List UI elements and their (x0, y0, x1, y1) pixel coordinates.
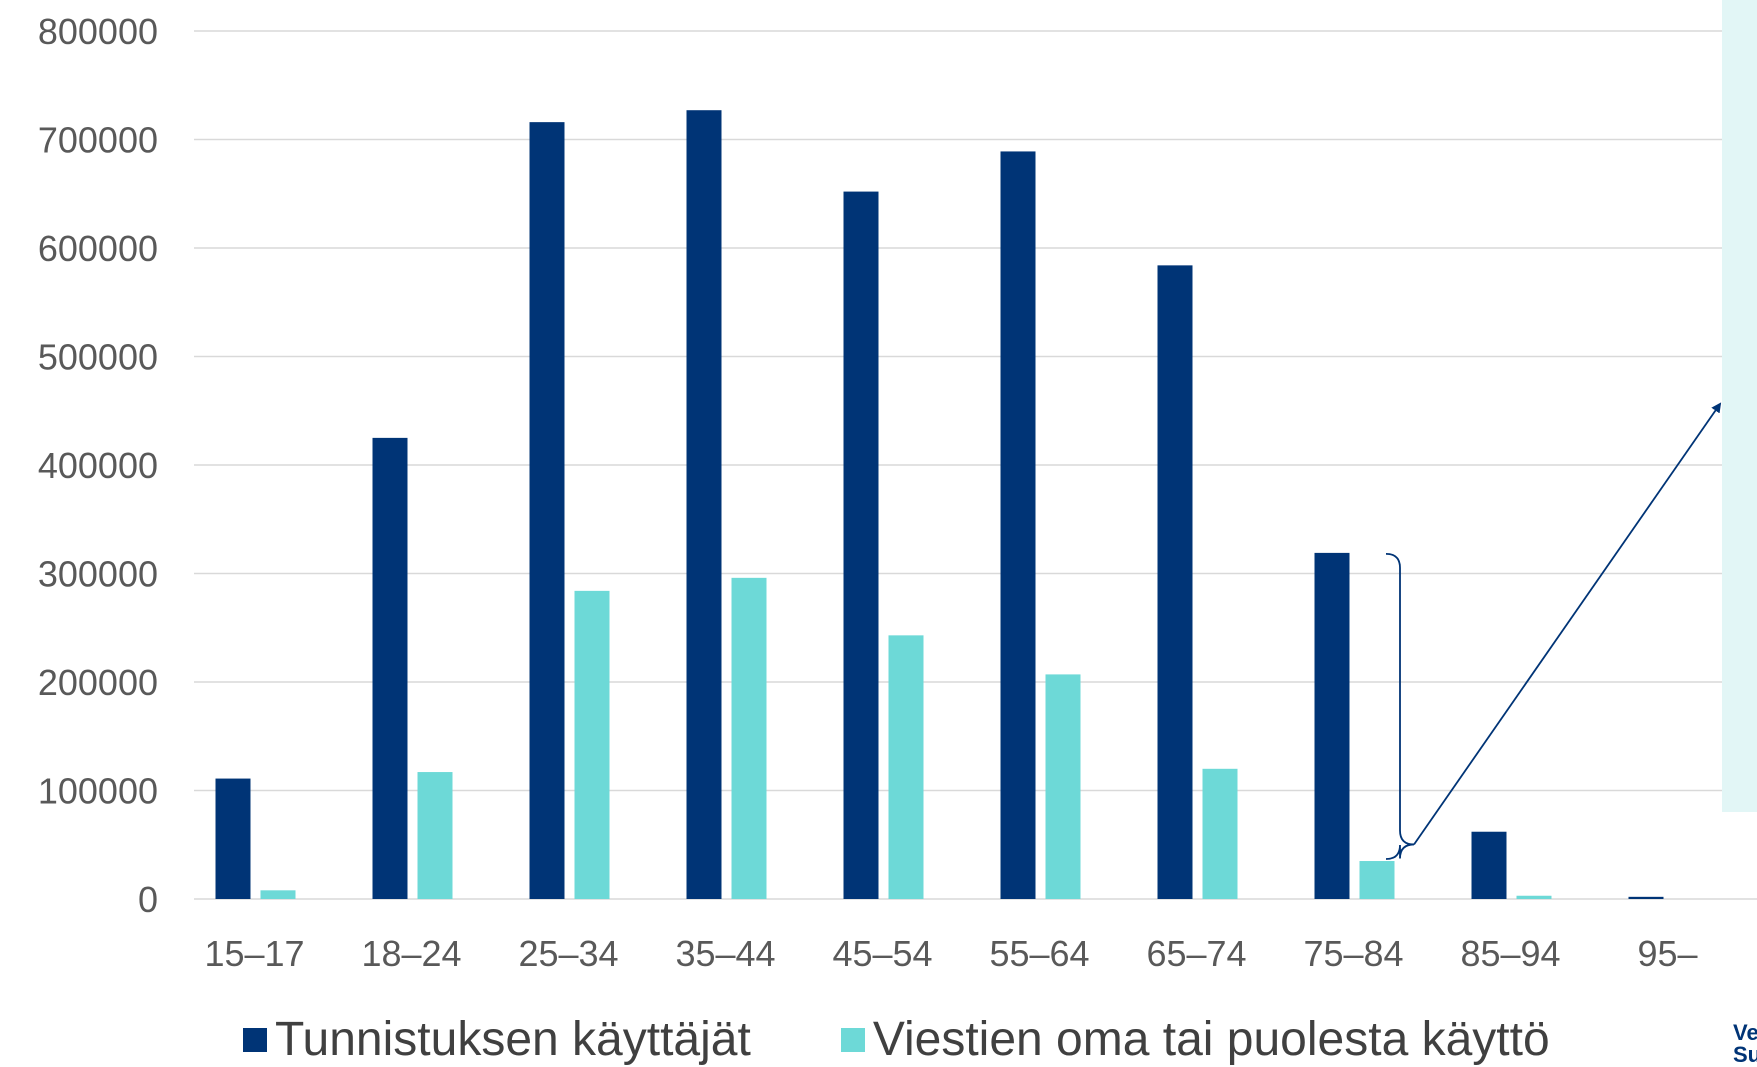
legend-label-series-2: Viestien oma tai puolesta käyttö (872, 1013, 1550, 1066)
x-tick-label: 25–34 (518, 933, 618, 974)
bar-tunnistus (529, 122, 565, 899)
legend-item-series-1: Tunnistuksen käyttäjät (243, 1012, 751, 1067)
y-tick-label: 0 (138, 879, 158, 920)
corner-note: Ve Su (1733, 1022, 1757, 1067)
bar-viestit (1516, 895, 1552, 899)
y-tick-label: 100000 (38, 771, 158, 812)
x-tick-label: 85–94 (1460, 933, 1560, 974)
x-tick-label: 18–24 (361, 933, 461, 974)
bar-viestit (574, 590, 610, 899)
x-tick-label: 55–64 (989, 933, 1089, 974)
chart-legend: Tunnistuksen käyttäjät Viestien oma tai … (243, 1012, 1640, 1067)
bar-tunnistus (372, 437, 408, 899)
legend-swatch-series-1 (243, 1027, 267, 1052)
annotation-bracket (1385, 552, 1415, 860)
x-tick-label: 75–84 (1303, 933, 1403, 974)
legend-swatch-series-2 (840, 1027, 865, 1052)
y-tick-label: 600000 (38, 228, 158, 269)
legend-item-series-2: Viestien oma tai puolesta käyttö (840, 1012, 1550, 1067)
y-tick-label: 800000 (38, 11, 158, 52)
bar-viestit (260, 890, 296, 899)
y-tick-label: 700000 (38, 120, 158, 161)
bar-tunnistus (1628, 896, 1664, 899)
bar-viestit (731, 577, 767, 899)
y-tick-label: 200000 (38, 662, 158, 703)
x-tick-label: 15–17 (204, 933, 304, 974)
y-tick-label: 300000 (38, 554, 158, 595)
bar-tunnistus (1000, 151, 1036, 899)
bar-viestit (1202, 768, 1238, 899)
bar-tunnistus (1157, 265, 1193, 899)
annotation-arrow (1413, 402, 1722, 845)
bar-tunnistus (686, 110, 722, 899)
y-tick-label: 400000 (38, 445, 158, 486)
bar-viestit (1045, 674, 1081, 899)
y-tick-label: 500000 (38, 337, 158, 378)
bar-tunnistus (215, 778, 251, 899)
bar-viestit (888, 635, 924, 899)
bar-tunnistus (1314, 552, 1350, 899)
x-tick-label: 95– (1637, 933, 1697, 974)
legend-label-series-1: Tunnistuksen käyttäjät (275, 1013, 751, 1066)
callout-panel (1722, 0, 1757, 812)
x-tick-label: 45–54 (832, 933, 932, 974)
x-tick-label: 65–74 (1146, 933, 1246, 974)
bar-viestit (1359, 861, 1395, 899)
bar-tunnistus (843, 191, 879, 899)
x-tick-label: 35–44 (675, 933, 775, 974)
bar-tunnistus (1471, 831, 1507, 899)
bar-viestit (417, 772, 453, 899)
